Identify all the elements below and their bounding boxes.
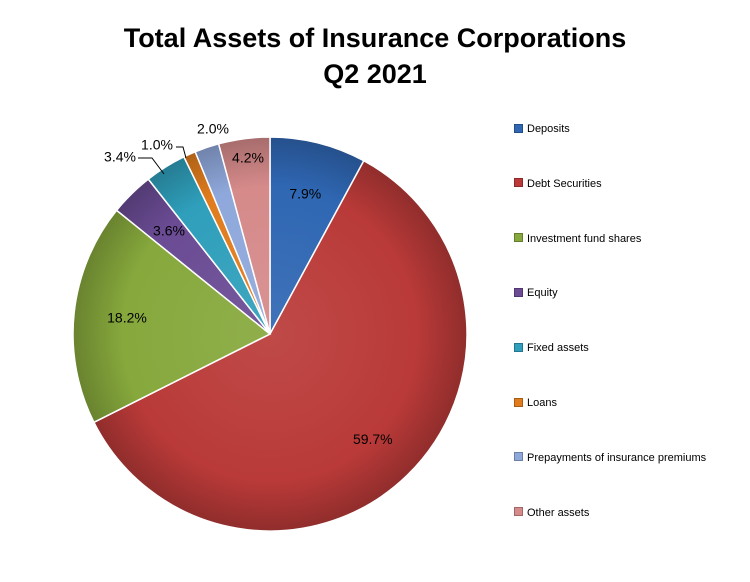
legend-swatch [514,233,523,243]
legend-label: Prepayments of insurance premiums [527,451,707,464]
legend-swatch [514,178,523,188]
legend-swatch [514,123,523,133]
legend-label: Loans [527,397,557,409]
legend-item-deposits: Deposits [514,122,570,136]
pie-slice-deposits [269,136,365,335]
legend-swatch [514,342,523,352]
chart-title: Total Assets of Insurance Corporations [123,23,627,53]
legend-label: Deposits [527,123,570,135]
leader-line-fixed-assets [138,157,165,175]
pie-slice-debt-securities [92,159,468,532]
chart-title-block: Total Assets of Insurance Corporations Q… [0,20,750,92]
legend-label: Equity [527,287,558,300]
data-label-equity: 3.6% [153,222,185,238]
leader-lines [138,146,187,175]
legend-label: Fixed assets [527,342,589,355]
leader-line-loans [176,146,187,159]
legend-swatch [514,507,523,517]
data-labels: 7.9% 59.7% 18.2% 3.6% 3.4% 1.0% 2.0%4.2% [104,121,393,447]
legend-item-other-assets: Other assets [514,506,589,520]
data-label-investment-fund-shares: 18.2% [107,309,147,325]
legend-label: Other assets [527,506,590,519]
legend-label: Investment fund shares [527,232,642,245]
pie-slice-investment-fund-shares [72,209,272,424]
legend-item-equity: Equity [514,286,558,300]
chart-subtitle: Q2 2021 [323,59,427,89]
data-label-deposits: 7.9% [289,185,321,201]
legend-swatch [514,397,523,407]
legend-swatch [514,287,523,297]
data-label-debt-securities: 59.7% [353,431,393,447]
legend-swatch [514,452,523,462]
data-label-fixed-assets: 3.4% [104,149,136,165]
data-label-other-assets: 4.2% [232,150,264,166]
legend-item-loans: Loans [514,396,557,410]
legend-item-investment-fund-shares: Investment fund shares [514,232,641,246]
legend-item-prepayments-of-insurance-premiums: Prepayments of insurance premiums [514,451,706,465]
legend-label: Debt Securities [527,177,602,190]
pie-slices [72,136,468,532]
data-label-prepayments-of-insurance-premiums: 2.0% [197,121,229,137]
data-label-loans: 1.0% [141,137,173,153]
legend-item-debt-securities: Debt Securities [514,177,602,191]
pie-slice-other-assets [217,136,271,335]
legend-item-fixed-assets: Fixed assets [514,341,589,355]
